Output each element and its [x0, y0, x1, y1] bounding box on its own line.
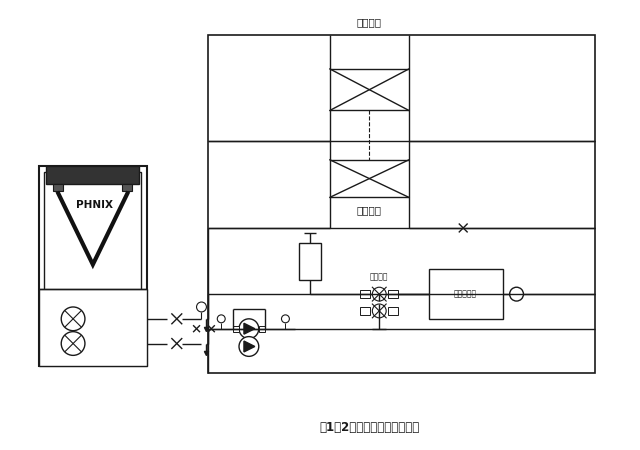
Text: 图1－2闭式膨胀定压罐的安装: 图1－2闭式膨胀定压罐的安装: [319, 421, 419, 434]
Bar: [360, 307, 371, 315]
Circle shape: [372, 287, 386, 301]
Circle shape: [282, 315, 289, 323]
Bar: [429, 270, 502, 319]
Bar: [209, 36, 595, 373]
Text: 末端风盘: 末端风盘: [357, 18, 382, 27]
Polygon shape: [244, 323, 255, 334]
Bar: [388, 307, 398, 315]
Text: PHNIX: PHNIX: [76, 200, 113, 210]
Text: 控制器组: 控制器组: [369, 273, 388, 282]
Text: 配电控制柜: 配电控制柜: [454, 290, 477, 299]
Bar: [44, 171, 141, 360]
Text: 末端风盘: 末端风盘: [357, 205, 382, 215]
Bar: [38, 289, 147, 366]
Circle shape: [218, 315, 225, 323]
Bar: [330, 160, 409, 198]
Circle shape: [509, 287, 524, 301]
Bar: [38, 166, 147, 366]
Bar: [360, 290, 371, 298]
Circle shape: [196, 302, 207, 312]
Bar: [259, 326, 265, 332]
Circle shape: [61, 307, 85, 331]
Bar: [388, 290, 398, 298]
Circle shape: [239, 319, 259, 338]
Bar: [233, 326, 239, 332]
Circle shape: [61, 332, 85, 356]
Bar: [122, 184, 132, 191]
Circle shape: [239, 337, 259, 356]
Polygon shape: [244, 341, 255, 352]
Circle shape: [372, 304, 386, 318]
Bar: [300, 243, 321, 280]
Bar: [330, 69, 409, 110]
Bar: [47, 166, 140, 184]
Bar: [53, 184, 63, 191]
